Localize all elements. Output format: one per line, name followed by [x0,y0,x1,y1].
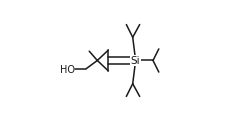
Text: Si: Si [130,56,140,66]
Text: HO: HO [59,64,74,74]
